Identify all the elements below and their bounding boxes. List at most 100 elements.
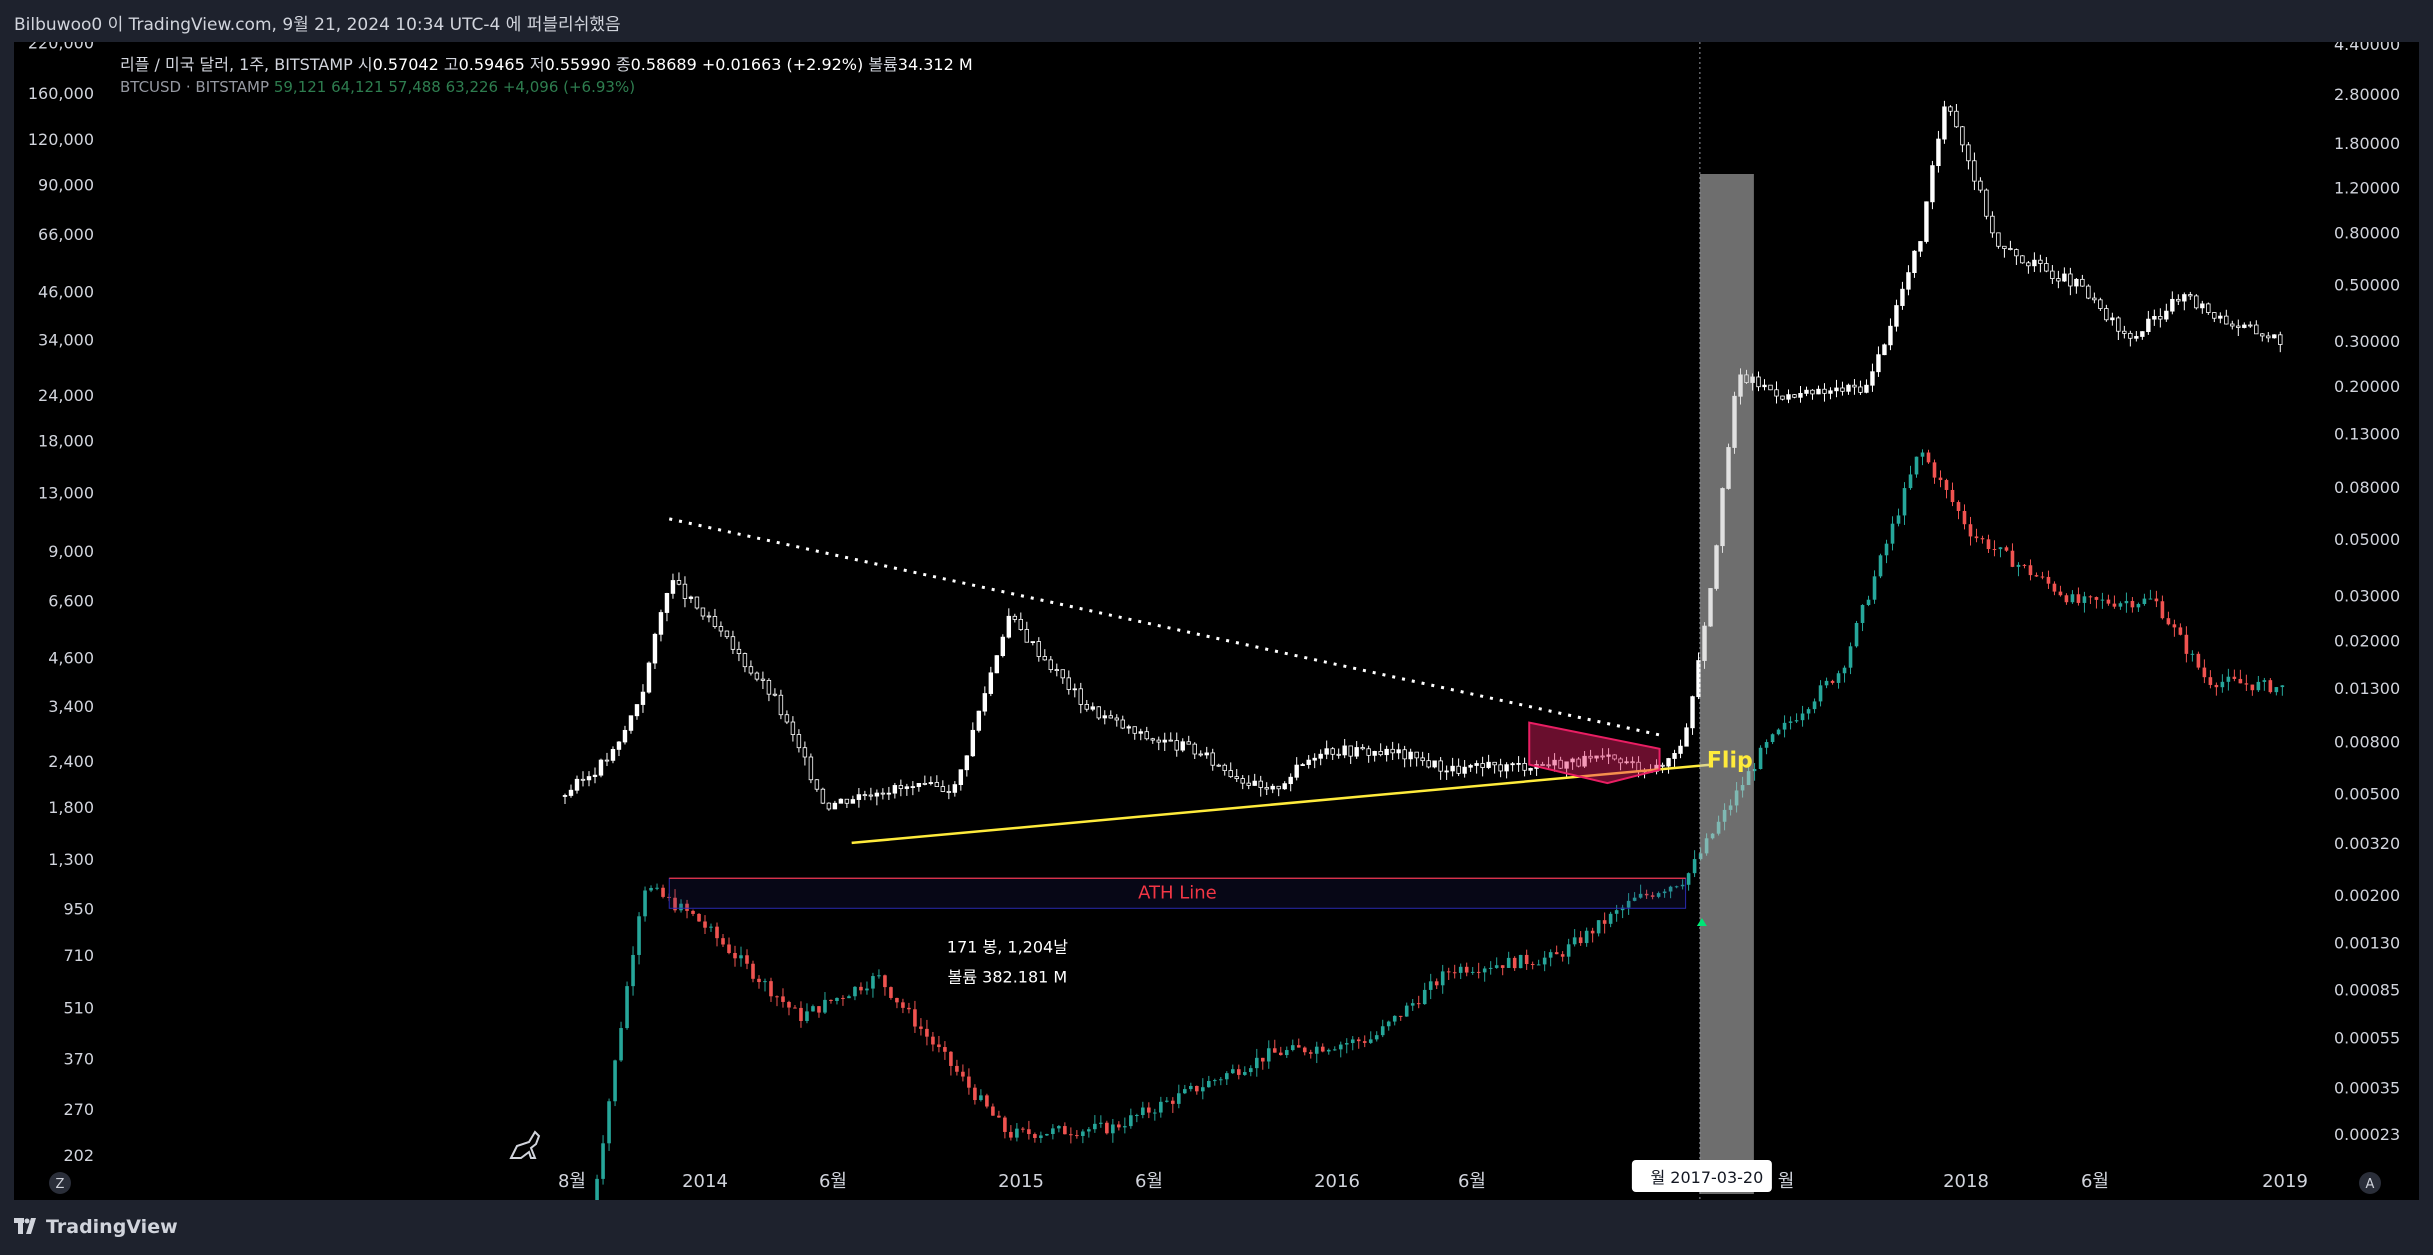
btc-candle [1470, 971, 1475, 973]
xrp-candle [970, 729, 976, 757]
footer-bar [0, 1200, 2433, 1255]
left-axis-tick: 120,000 [28, 130, 94, 149]
btc-candle [1566, 944, 1571, 957]
btc-candle [1926, 452, 1931, 463]
btc-candle [1063, 1126, 1067, 1135]
left-axis-tick: 220,000 [28, 42, 94, 52]
btc-candle [1812, 701, 1817, 710]
dino-icon[interactable] [509, 1130, 541, 1159]
up-arrow-icon [1696, 918, 1707, 926]
xrp-candle [2002, 245, 2007, 249]
right-axis-tick: 0.13000 [2334, 424, 2400, 443]
xrp-candle [832, 802, 838, 810]
btc-candle [907, 1007, 911, 1010]
a-button[interactable] [2359, 1172, 2381, 1194]
btc-candle [1902, 488, 1907, 516]
xrp-candle [640, 691, 646, 705]
xrp-candle [1846, 384, 1851, 392]
xrp-candle [1030, 641, 1036, 643]
xrp-candle [1318, 753, 1323, 759]
xrp-candle [1012, 615, 1018, 620]
btc-candle [793, 1007, 797, 1009]
xrp-candle [796, 734, 802, 749]
xrp-candle [1306, 759, 1311, 765]
xrp-candle [1414, 751, 1419, 759]
btc-candles [589, 449, 2285, 1219]
xrp-candle [682, 583, 688, 599]
xrp-candle [1246, 782, 1251, 786]
xrp-candle [2248, 324, 2253, 327]
chart-area[interactable]: ATH Line 171 봉, 1,204날 볼륨 382.181 M Flip 22… [14, 33, 2419, 1219]
xrp-candle [1582, 755, 1587, 767]
xrp-candle [1438, 760, 1443, 772]
btc-candle [643, 890, 647, 917]
x-axis-tick: 월 [1778, 1171, 1795, 1192]
xrp-candle [742, 653, 748, 668]
xrp-candle [1444, 770, 1449, 773]
btc-candle [2154, 598, 2159, 602]
btc-candle [1260, 1057, 1265, 1062]
xrp-candle [1972, 160, 1977, 182]
btc-candle [2214, 684, 2219, 688]
btc-candle [1099, 1122, 1103, 1124]
btc-candle [2250, 684, 2255, 691]
btc-candle [1075, 1135, 1079, 1137]
btc-candle [1998, 547, 2003, 550]
left-axis-tick: 3,400 [48, 697, 94, 716]
xrp-candle [622, 729, 628, 743]
xrp-candle [1762, 384, 1767, 388]
xrp-candle [1024, 629, 1030, 643]
btc-candle [865, 988, 869, 991]
left-axis-tick: 18,000 [38, 432, 94, 451]
btc-candle [1860, 605, 1865, 623]
x-axis-tick: 2014 [682, 1171, 728, 1192]
xrp-candle [1048, 659, 1053, 670]
btc-candle [1248, 1068, 1253, 1073]
btc-candle [997, 1115, 1001, 1118]
xrp-candle [562, 795, 568, 797]
btc-candle [1404, 1005, 1409, 1017]
right-axis-tick: 0.02000 [2334, 631, 2400, 650]
btc-candle [1662, 891, 1667, 894]
xrp-candle [856, 794, 862, 800]
btc-candle [1374, 1035, 1379, 1040]
btc-candle [1081, 1131, 1085, 1136]
xrp-candle [1624, 761, 1629, 764]
btc-candle [1686, 873, 1691, 885]
xrp-candle [1072, 688, 1077, 691]
btc-candle [2184, 634, 2189, 654]
btc-candle [973, 1087, 977, 1101]
btc-candle [1434, 981, 1439, 986]
xrp-candle [568, 789, 574, 796]
btc-candle [1656, 893, 1661, 897]
btc-candle [1542, 957, 1547, 965]
btc-candle [595, 1178, 599, 1214]
xrp-candle [664, 593, 670, 613]
xrp-candle [1888, 325, 1893, 346]
xrp-candle [628, 715, 634, 731]
xrp-candle [1132, 726, 1137, 734]
btc-candle [1464, 966, 1469, 973]
xrp-candle [1390, 748, 1395, 754]
btc-candle [1153, 1112, 1157, 1114]
left-axis-tick: 160,000 [28, 84, 94, 103]
btc-candle [1932, 462, 1937, 478]
xrp-candle [1810, 389, 1815, 395]
xrp-candle [2128, 332, 2133, 339]
xrp-candle [772, 693, 778, 696]
xrp-candle [2038, 259, 2043, 264]
btc-candle [1123, 1126, 1127, 1128]
btc-candle [967, 1076, 971, 1088]
left-axis-tick: 13,000 [38, 483, 94, 502]
xrp-candle [1144, 731, 1149, 740]
xrp-candle [946, 791, 952, 793]
tradingview-logo[interactable]: TradingView [14, 1216, 178, 1238]
z-button[interactable] [49, 1172, 71, 1194]
btc-candle [1392, 1015, 1397, 1022]
xrp-candle [1492, 761, 1497, 766]
btc-candle [703, 921, 707, 928]
xrp-candle [1816, 388, 1821, 395]
btc-candle [1770, 734, 1775, 743]
btc-candle [1776, 729, 1781, 735]
